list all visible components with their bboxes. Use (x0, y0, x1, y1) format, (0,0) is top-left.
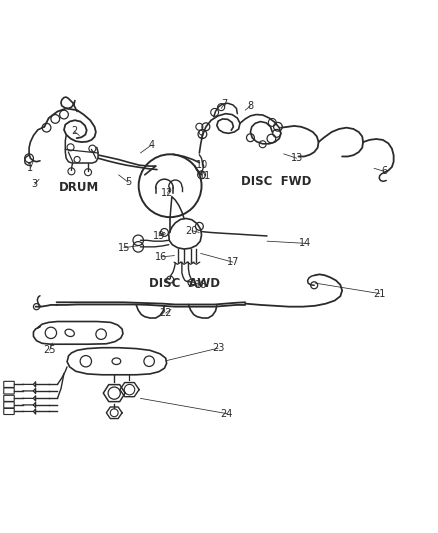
Text: 14: 14 (299, 238, 311, 248)
Text: 8: 8 (247, 101, 254, 111)
Text: 25: 25 (43, 345, 56, 356)
Text: 16: 16 (155, 252, 167, 262)
Text: 10: 10 (196, 160, 208, 170)
Text: 23: 23 (212, 343, 224, 353)
Text: DRUM: DRUM (59, 181, 99, 195)
Text: 9: 9 (198, 130, 204, 140)
Text: 21: 21 (374, 288, 386, 298)
Text: 22: 22 (159, 308, 172, 318)
Text: 3: 3 (32, 180, 38, 189)
Text: 7: 7 (221, 99, 227, 109)
Text: 19: 19 (152, 231, 165, 241)
Text: 11: 11 (199, 171, 211, 181)
Text: 13: 13 (290, 153, 303, 163)
Text: 6: 6 (381, 166, 387, 176)
Text: 1: 1 (27, 163, 33, 173)
Text: DISC  FWD: DISC FWD (240, 175, 311, 188)
Text: DISC  AWD: DISC AWD (148, 277, 219, 289)
Text: 20: 20 (186, 225, 198, 236)
Text: 17: 17 (227, 257, 239, 267)
Text: 4: 4 (148, 140, 154, 150)
Text: 2: 2 (71, 126, 77, 136)
Text: 18: 18 (194, 280, 207, 290)
Text: 5: 5 (125, 177, 131, 187)
Text: 12: 12 (161, 188, 174, 198)
Text: 15: 15 (118, 243, 130, 253)
Text: 24: 24 (221, 409, 233, 418)
